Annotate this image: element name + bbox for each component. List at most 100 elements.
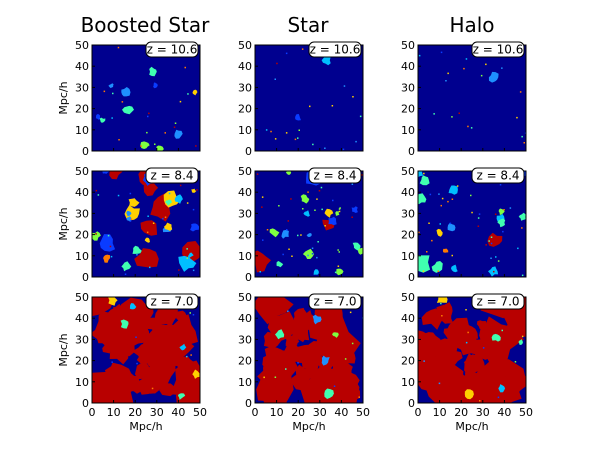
bubble-medium — [132, 245, 142, 254]
bubble-small — [423, 172, 425, 175]
bubble-medium — [306, 233, 312, 238]
ionized-region — [102, 342, 113, 354]
bubble-small — [274, 78, 276, 80]
bubble-small — [495, 256, 497, 258]
ionized-region — [255, 297, 294, 325]
bubble-small — [151, 387, 154, 390]
bubble-medium — [179, 343, 187, 351]
bubble-small — [270, 130, 272, 133]
bubble-small — [195, 145, 197, 147]
redshift-label: z = 8.4 — [150, 169, 193, 183]
bubble-medium — [99, 117, 106, 123]
bubble-small — [333, 385, 336, 387]
bubble-small — [338, 210, 341, 213]
bubble-small — [418, 54, 421, 57]
bubble-small — [263, 376, 265, 379]
panel: z = 7.0 0 10 20 30 40 50 0 10 20 30 40 50 Mpc/h Mpc/h — [57, 291, 207, 433]
y-tick-label: 10 — [238, 250, 252, 263]
bubble-small — [146, 231, 149, 234]
bubble-small — [490, 236, 493, 238]
panel-background — [418, 171, 526, 277]
ionized-region — [134, 362, 150, 380]
bubble-small — [262, 239, 264, 241]
x-tick-label: 20 — [128, 406, 142, 419]
bubble-small — [338, 251, 340, 253]
y-tick-label: 30 — [75, 207, 89, 220]
bubble-small — [438, 382, 441, 385]
bubble-medium — [153, 82, 158, 89]
bubble-medium — [190, 223, 200, 232]
bubble-small — [451, 254, 453, 257]
bubble-small — [179, 184, 182, 187]
bubble-small — [294, 138, 297, 141]
x-tick-label: 10 — [270, 406, 284, 419]
bubble-small — [291, 255, 293, 257]
bubble-medium — [295, 114, 301, 121]
bubble-small — [493, 270, 495, 273]
redshift-label-box — [145, 41, 199, 58]
ionized-region — [463, 354, 486, 374]
panel: z = 7.0 0 10 20 30 40 50 0 10 20 30 40 50 Mpc/h — [238, 291, 370, 433]
bubble-small — [278, 205, 280, 207]
bubble-small — [488, 240, 490, 242]
ionized-region — [463, 324, 478, 343]
bubble-small — [351, 216, 353, 218]
y-tick-label: 0 — [82, 145, 89, 158]
y-tick-label: 10 — [75, 250, 89, 263]
panel: z = 10.6 0 10 20 30 40 50 Mpc/h — [57, 39, 201, 158]
ionized-region — [263, 331, 282, 349]
ionization-field — [418, 171, 526, 277]
bubble-small — [451, 198, 454, 200]
bubble-small — [482, 347, 485, 349]
bubble-medium — [177, 393, 186, 400]
ionized-region — [424, 350, 436, 365]
x-tick-label: 40 — [171, 406, 185, 419]
bubble-medium — [488, 71, 499, 83]
bubble-small — [485, 63, 487, 66]
y-tick-label: 0 — [408, 397, 415, 410]
ionized-region — [157, 304, 178, 327]
bubble-small — [110, 255, 113, 258]
bubble-small — [297, 362, 299, 364]
bubble-small — [480, 74, 483, 77]
ionized-region — [423, 332, 441, 345]
ionized-region — [98, 383, 112, 398]
bubble-small — [192, 208, 195, 211]
bubble-medium — [464, 389, 474, 400]
panel-background — [255, 45, 363, 151]
bubble-small — [521, 335, 524, 338]
redshift-label: z = 10.6 — [310, 43, 361, 57]
bubble-large — [178, 255, 197, 272]
y-tick-label: 10 — [238, 124, 252, 137]
bubble-large — [255, 250, 272, 273]
panel: z = 8.4 0 10 20 30 40 50 Mpc/h — [57, 165, 201, 284]
y-tick-label: 30 — [238, 81, 252, 94]
column-title: Halo — [449, 13, 494, 37]
bubble-small — [307, 254, 309, 257]
bubble-small — [433, 113, 435, 115]
bubble-small — [494, 213, 497, 215]
y-tick-label: 0 — [408, 145, 415, 158]
x-tick-label: 50 — [356, 406, 370, 419]
bubble-medium — [419, 175, 430, 186]
x-tick-label: 30 — [150, 406, 164, 419]
bubble-small — [317, 241, 319, 243]
bubble-small — [286, 229, 288, 231]
bubble-small — [111, 361, 113, 363]
bubble-small — [441, 197, 444, 200]
bubble-medium — [174, 129, 183, 139]
bubble-small — [117, 194, 120, 197]
bubble-small — [477, 217, 480, 219]
bubble-medium — [165, 199, 172, 206]
bubble-small — [186, 248, 188, 250]
bubble-medium — [321, 55, 331, 66]
bubble-medium — [351, 206, 358, 213]
ionized-region — [508, 369, 526, 386]
bubble-small — [349, 311, 352, 314]
y-tick-label: 20 — [75, 355, 89, 368]
bubble-medium — [324, 388, 334, 399]
bubble-small — [316, 256, 318, 259]
bubble-small — [274, 138, 277, 140]
bubble-small — [288, 248, 290, 250]
